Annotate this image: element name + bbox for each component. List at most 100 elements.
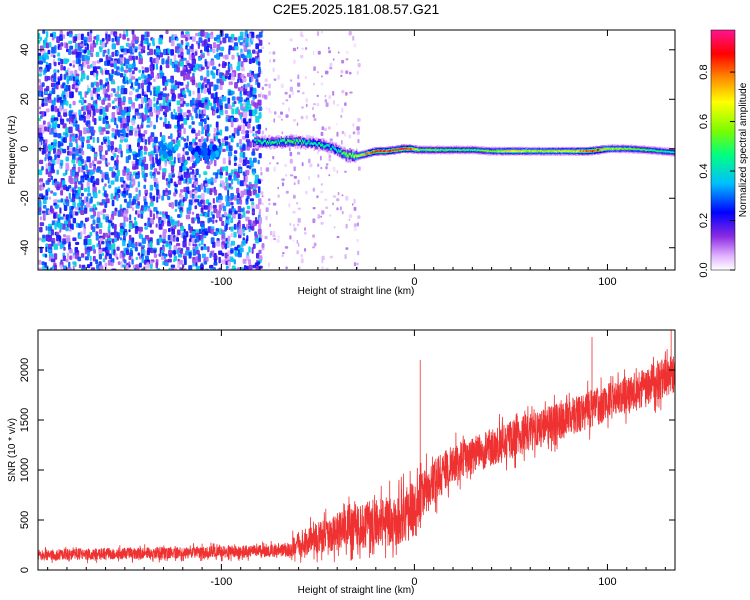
noise-cell — [101, 127, 106, 132]
noise-cell — [80, 93, 83, 100]
y-tick-label: -40 — [19, 240, 31, 256]
noise-cell — [77, 186, 82, 194]
noise-cell — [239, 96, 243, 103]
noise-cell — [108, 184, 112, 189]
ridge-cell — [605, 148, 607, 150]
noise-cell — [179, 48, 184, 52]
noise-cell — [81, 64, 84, 71]
noise-cell — [129, 148, 133, 153]
noise-cell — [260, 234, 263, 239]
colorbar-gradient — [710, 29, 736, 271]
noise-cell — [239, 228, 244, 235]
noise-cell — [233, 100, 237, 105]
noise-cell — [246, 72, 251, 77]
noise-cell — [149, 90, 152, 96]
ridge-cell — [288, 139, 290, 143]
noise-cell — [57, 154, 61, 158]
noise-cell — [87, 186, 90, 193]
ridge-cell — [505, 150, 508, 153]
cluster-cell — [162, 151, 168, 159]
noise-cell — [243, 232, 246, 237]
noise-cell — [48, 147, 52, 152]
noise-cell — [200, 136, 204, 142]
noise-cell — [111, 38, 115, 43]
ridge-cell — [443, 149, 445, 152]
ridge-cell — [503, 150, 505, 153]
ridge-cell — [322, 144, 324, 147]
noise-cell — [80, 192, 84, 197]
ridge-cell — [497, 150, 499, 153]
noise-cell — [195, 229, 200, 234]
noise-cell — [261, 46, 265, 50]
noise-cell — [86, 75, 90, 81]
noise-cell — [192, 36, 196, 42]
ridge-cell — [539, 149, 542, 152]
noise-cell — [155, 223, 158, 228]
noise-cell — [86, 144, 91, 150]
ridge-cell — [520, 150, 522, 153]
noise-cell — [131, 207, 135, 211]
noise-cell — [231, 258, 235, 263]
snr-y-axis-label: SNR (10 * v/v) — [7, 418, 18, 482]
y-tick-label: 0 — [19, 567, 31, 573]
noise-cell — [219, 46, 225, 51]
ridge-cell — [410, 148, 412, 150]
noise-cell — [233, 259, 236, 265]
noise-cell — [257, 49, 263, 53]
noise-cell — [325, 267, 329, 270]
ridge-cell — [600, 149, 602, 151]
y-tick-label: 1500 — [19, 408, 31, 432]
noise-cell — [185, 84, 189, 90]
ridge-cell — [610, 147, 613, 150]
noise-cell — [261, 202, 264, 206]
noise-cell — [192, 243, 195, 247]
ridge-cell — [364, 153, 366, 155]
ridge-cell — [347, 151, 349, 157]
noise-cell — [128, 198, 132, 203]
noise-cell — [203, 88, 207, 94]
noise-cell — [83, 127, 87, 135]
noise-cell — [98, 117, 101, 121]
noise-cell — [179, 129, 182, 137]
noise-cell — [203, 199, 206, 206]
noise-cell — [245, 130, 249, 134]
noise-cell — [92, 147, 95, 153]
noise-cell — [134, 165, 139, 170]
ridge-cell — [294, 141, 296, 145]
ridge-cell — [303, 141, 305, 144]
ridge-cell — [476, 149, 478, 152]
noise-cell — [258, 217, 262, 224]
noise-cell — [236, 187, 240, 194]
ridge-cell — [292, 141, 294, 144]
noise-cell — [164, 105, 169, 113]
ridge-cell — [419, 148, 422, 151]
noise-cell — [272, 202, 277, 206]
noise-cell — [57, 133, 62, 139]
ridge-cell — [416, 148, 418, 151]
noise-cell — [128, 55, 133, 61]
noise-cell — [332, 202, 334, 206]
noise-cell — [260, 70, 263, 75]
noise-cell — [353, 43, 357, 48]
noise-cell — [228, 69, 231, 73]
noise-cell — [47, 49, 51, 55]
noise-cell — [41, 150, 45, 155]
noise-cell — [197, 93, 201, 101]
noise-cell — [357, 138, 360, 144]
noise-cell — [44, 91, 48, 95]
noise-cell — [305, 190, 308, 195]
noise-cell — [125, 132, 129, 138]
noise-cell — [258, 223, 262, 230]
noise-cell — [145, 100, 148, 104]
ridge-cell — [383, 150, 386, 152]
noise-cell — [101, 69, 104, 76]
noise-cell — [167, 56, 170, 63]
noise-cell — [95, 81, 99, 88]
ridge-cell — [320, 139, 322, 148]
ridge-cell — [631, 148, 633, 150]
noise-cell — [120, 184, 125, 188]
noise-cell — [336, 170, 339, 174]
noise-cell — [69, 63, 72, 67]
noise-cell — [53, 192, 57, 196]
